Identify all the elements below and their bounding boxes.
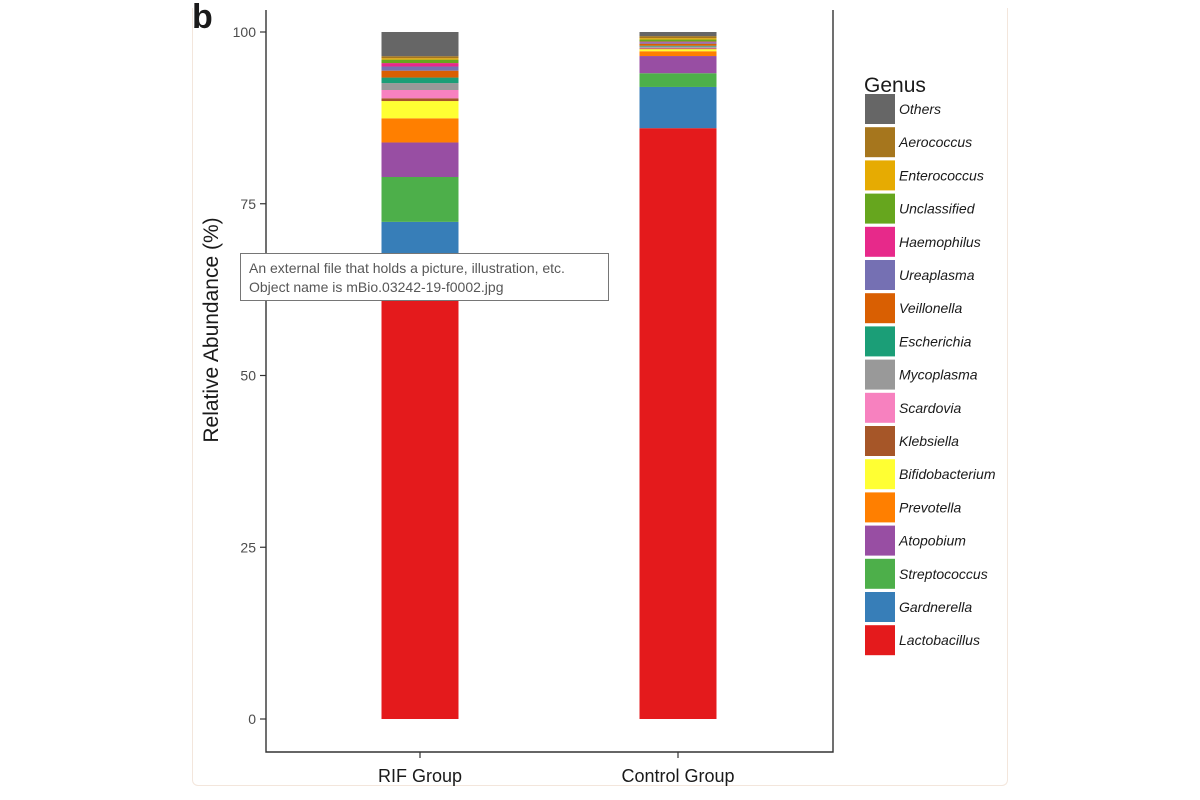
bar-segment-streptococcus-rif — [381, 176, 459, 222]
y-axis: 0 25 50 75 100 — [233, 10, 834, 753]
bar-segment-enterococcus-control — [639, 38, 717, 40]
legend-swatch-escherichia — [865, 326, 895, 357]
bar-segment-lactobacillus-control — [639, 128, 717, 719]
y-tick-label: 50 — [240, 368, 256, 384]
legend-swatch-streptococcus — [865, 558, 895, 589]
legend-label-escherichia: Escherichia — [899, 333, 972, 349]
legend-swatch-unclassified — [865, 193, 895, 224]
legend-label-unclassified: Unclassified — [899, 201, 976, 217]
tooltip-line-2: Object name is mBio.03242-19-f0002.jpg — [249, 279, 504, 295]
legend-swatch-others — [865, 94, 895, 124]
bar-segment-ureaplasma-control — [639, 42, 717, 44]
y-tick-label: 25 — [240, 539, 256, 555]
legend: Others Aerococcus Enterococcus Unclassified… — [865, 94, 996, 656]
bar-segment-streptococcus-control — [639, 73, 717, 87]
bar-segment-veillonella-control — [639, 43, 717, 46]
y-tick-label: 100 — [233, 24, 257, 40]
bar-segment-klebsiella-control — [639, 48, 717, 50]
bar-segment-prevotella-rif — [381, 118, 459, 143]
legend-label-mycoplasma: Mycoplasma — [899, 367, 978, 383]
legend-swatch-ureaplasma — [865, 260, 895, 290]
legend-swatch-scardovia — [865, 392, 895, 423]
x-category-label: Control Group — [621, 766, 734, 786]
bar-segment-aerococcus-rif — [381, 56, 459, 59]
bar-segment-bifidobacterium-rif — [381, 101, 459, 119]
bar-segment-scardovia-rif — [381, 89, 459, 99]
legend-label-atopobium: Atopobium — [898, 533, 966, 549]
y-tick-label: 75 — [240, 196, 256, 212]
bar-segment-escherichia-rif — [381, 77, 459, 84]
legend-label-prevotella: Prevotella — [899, 499, 961, 515]
x-axis: RIF Group Control Group — [378, 752, 735, 786]
legend-swatch-bifidobacterium — [865, 459, 895, 490]
bar-segment-mycoplasma-control — [639, 46, 717, 48]
bar-segment-haemophilus-rif — [381, 63, 459, 67]
legend-swatch-gardnerella — [865, 592, 895, 622]
bar-segment-veillonella-rif — [381, 70, 459, 78]
legend-swatch-klebsiella — [865, 426, 895, 456]
legend-swatch-veillonella — [865, 293, 895, 324]
bar-segment-lactobacillus-rif — [381, 294, 459, 719]
bar-segment-aerococcus-control — [639, 36, 717, 39]
plot-frame — [265, 10, 834, 753]
bar-segment-scardovia-control — [639, 47, 717, 49]
bar-segment-klebsiella-rif — [381, 98, 459, 102]
bar-segment-prevotella-control — [639, 51, 717, 57]
legend-swatch-aerococcus — [865, 127, 895, 158]
legend-swatch-enterococcus — [865, 160, 895, 191]
legend-label-gardnerella: Gardnerella — [899, 599, 972, 615]
bars — [381, 32, 717, 719]
bar-segment-atopobium-control — [639, 56, 717, 74]
legend-swatch-prevotella — [865, 492, 895, 523]
bar-segment-unclassified-rif — [381, 59, 459, 64]
legend-swatch-mycoplasma — [865, 359, 895, 390]
y-axis-title: Relative Abundance (%) — [200, 217, 223, 442]
bar-segment-escherichia-control — [639, 45, 717, 47]
image-tooltip: An external file that holds a picture, i… — [240, 253, 609, 301]
legend-label-enterococcus: Enterococcus — [899, 167, 984, 183]
bar-segment-atopobium-rif — [381, 142, 459, 177]
legend-label-others: Others — [899, 101, 941, 117]
bar-segment-mycoplasma-rif — [381, 83, 459, 90]
bar-segment-unclassified-control — [639, 39, 717, 42]
legend-label-bifidobacterium: Bifidobacterium — [899, 466, 996, 482]
tooltip-line-1: An external file that holds a picture, i… — [249, 260, 565, 276]
legend-label-haemophilus: Haemophilus — [899, 234, 981, 250]
y-tick-label: 0 — [248, 711, 256, 727]
bar-segment-ureaplasma-rif — [381, 66, 459, 71]
legend-swatch-lactobacillus — [865, 625, 895, 656]
bar-segment-others-control — [639, 32, 717, 37]
bar-segment-others-rif — [381, 32, 459, 57]
legend-swatch-haemophilus — [865, 226, 895, 257]
legend-label-streptococcus: Streptococcus — [899, 566, 988, 582]
legend-label-klebsiella: Klebsiella — [899, 433, 959, 449]
legend-label-lactobacillus: Lactobacillus — [899, 632, 980, 648]
bar-segment-gardnerella-control — [639, 86, 717, 129]
legend-label-scardovia: Scardovia — [899, 400, 961, 416]
legend-label-ureaplasma: Ureaplasma — [899, 267, 975, 283]
panel-letter: b — [192, 0, 213, 36]
legend-label-veillonella: Veillonella — [899, 300, 963, 316]
bar-segment-enterococcus-rif — [381, 58, 459, 60]
legend-label-aerococcus: Aerococcus — [898, 134, 972, 150]
bar-segment-bifidobacterium-control — [639, 49, 717, 52]
legend-title: Genus — [864, 74, 926, 97]
legend-swatch-atopobium — [865, 525, 895, 556]
x-category-label: RIF Group — [378, 766, 462, 786]
bar-segment-haemophilus-control — [639, 41, 717, 43]
